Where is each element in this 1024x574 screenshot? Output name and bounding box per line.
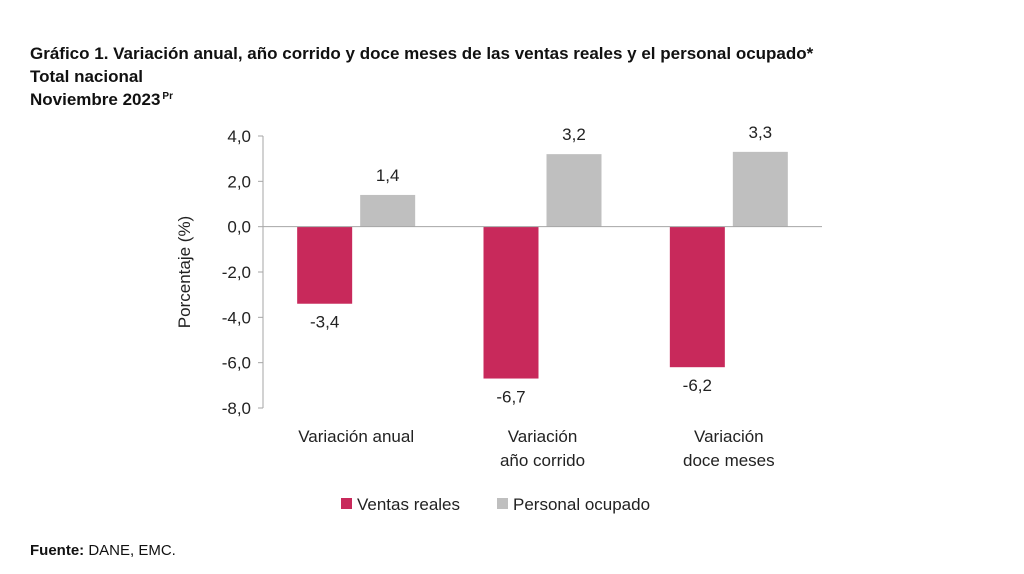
y-tick-label: 0,0 <box>227 218 251 237</box>
chart-subtitle: Total nacional <box>30 67 144 86</box>
chart-period: Noviembre 2023 Pr <box>30 88 813 111</box>
y-tick-label: 2,0 <box>227 172 251 191</box>
chart-title-block: Gráfico 1. Variación anual, año corrido … <box>30 42 813 111</box>
y-tick-label: -4,0 <box>222 308 251 327</box>
y-tick-label: -8,0 <box>222 399 251 418</box>
source-text: DANE, EMC. <box>84 542 176 559</box>
x-category-label: Variación anual <box>298 427 414 446</box>
y-tick-label: 4,0 <box>227 127 251 146</box>
data-label: 3,2 <box>562 125 586 144</box>
chart-period-text: Noviembre 2023 <box>30 90 161 109</box>
legend-label-personal-ocupado: Personal ocupado <box>513 495 650 514</box>
y-tick-label: -2,0 <box>222 263 251 282</box>
chart-period-superscript: Pr <box>162 91 173 102</box>
legend-swatch-personal-ocupado <box>497 498 508 509</box>
source-note: Fuente: DANE, EMC. <box>30 542 176 559</box>
data-label: 3,3 <box>749 123 773 142</box>
legend-label-ventas-reales: Ventas reales <box>357 495 460 514</box>
y-tick-label: -6,0 <box>222 354 251 373</box>
data-label: 1,4 <box>376 166 400 185</box>
bar-ventas-reales <box>483 226 539 379</box>
bar-personal-ocupado <box>360 194 416 227</box>
data-label: -6,7 <box>496 388 525 407</box>
bar-personal-ocupado <box>732 151 788 227</box>
source-label: Fuente: <box>30 542 85 559</box>
x-category-label: año corrido <box>500 451 585 470</box>
x-category-label: doce meses <box>683 451 775 470</box>
bar-ventas-reales <box>297 226 353 304</box>
x-category-label: Variación <box>694 427 764 446</box>
chart-title: Gráfico 1. Variación anual, año corrido … <box>30 44 814 63</box>
legend-swatch-ventas-reales <box>341 498 352 509</box>
y-axis-title: Porcentaje (%) <box>175 216 194 328</box>
data-label: -3,4 <box>310 313 339 332</box>
x-category-label: Variación <box>508 427 578 446</box>
bar-ventas-reales <box>669 226 725 368</box>
bar-personal-ocupado <box>546 154 602 227</box>
data-label: -6,2 <box>683 376 712 395</box>
